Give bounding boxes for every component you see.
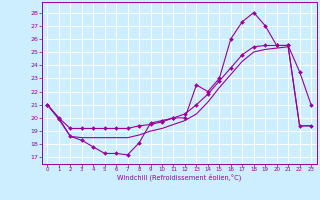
X-axis label: Windchill (Refroidissement éolien,°C): Windchill (Refroidissement éolien,°C) — [117, 174, 241, 181]
